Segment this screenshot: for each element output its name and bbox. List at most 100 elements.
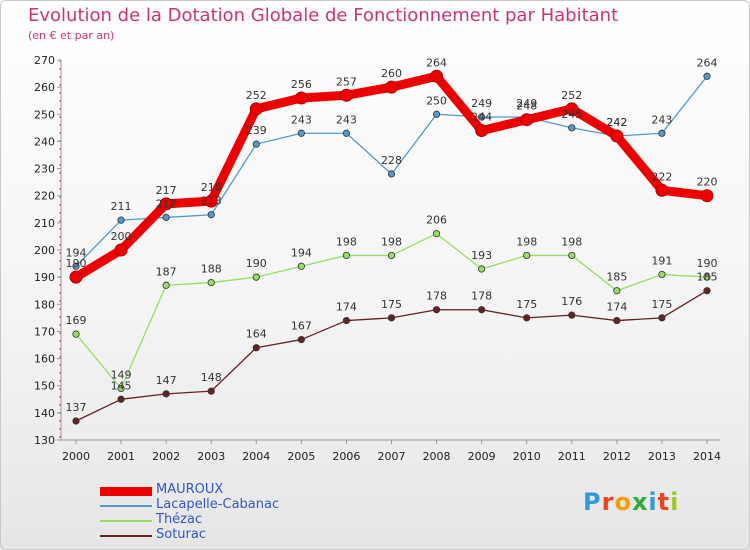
data-point <box>613 287 621 295</box>
data-label: 250 <box>426 94 447 107</box>
y-tick-label: 150 <box>34 380 55 393</box>
data-point <box>252 140 260 148</box>
legend-swatch <box>100 486 152 496</box>
data-point <box>294 91 308 105</box>
x-tick-label: 2013 <box>648 450 676 463</box>
data-point <box>297 262 305 270</box>
data-label: 220 <box>697 176 718 189</box>
data-label: 147 <box>156 374 177 387</box>
data-point <box>252 344 260 352</box>
data-label: 217 <box>156 184 177 197</box>
data-label: 164 <box>246 328 267 341</box>
y-tick-label: 210 <box>34 217 55 230</box>
data-point <box>700 189 714 203</box>
data-point <box>523 251 531 260</box>
data-label: 200 <box>111 230 132 243</box>
data-point <box>478 265 486 273</box>
data-point <box>432 110 441 118</box>
data-point <box>613 316 621 325</box>
y-tick-label: 230 <box>34 163 55 176</box>
data-point <box>478 306 486 314</box>
data-point <box>117 216 125 224</box>
data-point <box>568 311 576 319</box>
data-point <box>204 194 218 208</box>
legend-swatch <box>100 505 152 507</box>
x-tick-label: 2000 <box>62 450 90 463</box>
data-label: 198 <box>336 235 357 248</box>
y-tick-label: 170 <box>34 325 55 338</box>
data-point <box>117 384 125 393</box>
chart-subtitle: (en € et par an) <box>28 29 115 42</box>
data-label: 228 <box>381 154 402 167</box>
data-point <box>430 69 444 83</box>
data-label: 187 <box>156 265 177 278</box>
data-point <box>475 124 489 138</box>
data-label: 242 <box>606 116 627 129</box>
data-label: 248 <box>516 100 537 113</box>
data-label: 243 <box>291 113 312 126</box>
x-tick-label: 2010 <box>513 450 541 463</box>
data-point <box>162 281 170 289</box>
data-point <box>72 417 80 425</box>
data-point <box>703 287 711 295</box>
data-label: 137 <box>66 401 87 414</box>
data-label: 245 <box>561 108 582 121</box>
data-point <box>658 270 666 279</box>
data-label: 206 <box>426 214 447 227</box>
data-point <box>432 306 441 314</box>
data-point <box>568 124 576 132</box>
x-tick-label: 2008 <box>423 450 451 463</box>
x-tick-label: 2003 <box>197 450 225 463</box>
data-label: 252 <box>246 89 267 102</box>
y-tick-label: 200 <box>34 244 55 257</box>
x-tick-label: 2006 <box>332 450 360 463</box>
data-label: 174 <box>606 301 627 314</box>
data-label: 169 <box>66 314 87 327</box>
data-label: 178 <box>426 290 447 303</box>
y-tick-label: 250 <box>34 108 55 121</box>
legend-label: MAUROUX <box>156 482 224 497</box>
legend-label: Thézac <box>156 512 203 527</box>
data-point <box>207 211 215 219</box>
data-point <box>162 213 170 222</box>
x-tick-label: 2005 <box>287 450 315 463</box>
data-label: 176 <box>561 295 582 308</box>
x-tick-label: 2009 <box>468 450 496 463</box>
y-tick-label: 180 <box>34 298 55 311</box>
data-point <box>387 170 396 178</box>
data-point <box>342 129 351 137</box>
data-point <box>342 251 351 260</box>
data-label: 260 <box>381 67 402 80</box>
data-label: 191 <box>651 254 672 267</box>
data-label: 188 <box>201 263 222 276</box>
data-point <box>207 278 215 287</box>
data-label: 212 <box>156 197 177 210</box>
x-tick-label: 2002 <box>152 450 180 463</box>
data-label: 190 <box>697 257 718 270</box>
y-tick-label: 240 <box>34 135 55 148</box>
data-label: 264 <box>426 56 447 69</box>
y-tick-label: 140 <box>34 407 55 420</box>
data-label: 222 <box>651 170 672 183</box>
data-point <box>72 262 80 270</box>
data-label: 198 <box>381 235 402 248</box>
y-tick-label: 220 <box>34 190 55 203</box>
data-label: 243 <box>336 113 357 126</box>
legend-label: Lacapelle-Cabanac <box>156 497 280 512</box>
x-tick-label: 2012 <box>603 450 631 463</box>
data-label: 194 <box>291 246 312 259</box>
data-label: 178 <box>471 290 492 303</box>
data-label: 167 <box>291 320 312 333</box>
data-point <box>658 314 666 322</box>
data-point <box>432 230 441 238</box>
data-point <box>252 273 260 281</box>
data-label: 198 <box>516 235 537 248</box>
data-point <box>162 390 170 398</box>
y-tick-label: 260 <box>34 81 55 94</box>
data-point <box>249 102 263 116</box>
data-label: 218 <box>201 181 222 194</box>
data-point <box>297 129 305 137</box>
data-label: 175 <box>516 298 537 311</box>
data-label: 257 <box>336 75 357 88</box>
